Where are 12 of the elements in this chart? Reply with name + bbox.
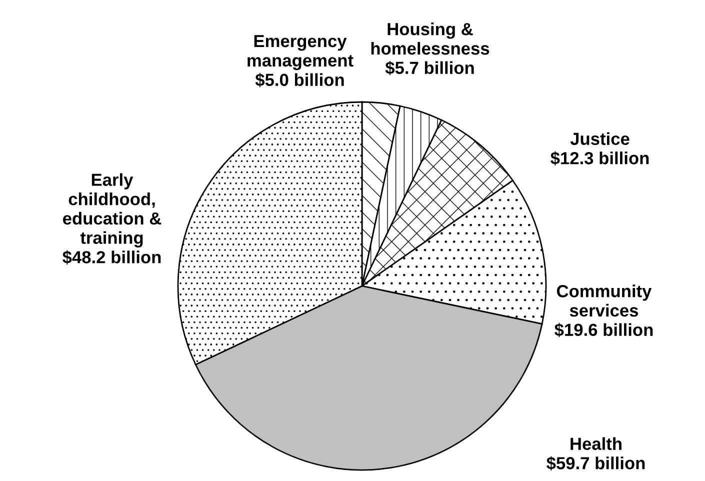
- data-label: $5.7 billion: [385, 60, 474, 76]
- data-label: $12.3 billion: [550, 151, 649, 166]
- slice-label: Emergency management: [248, 35, 354, 70]
- slice-label: Health: [570, 437, 622, 450]
- slice-label: Housing & homelessness: [371, 22, 490, 55]
- data-label: $59.7 billion: [546, 456, 645, 470]
- data-label: $48.2 billion: [62, 250, 161, 264]
- slice-label: Early childhood, education & training: [63, 173, 162, 248]
- slice-label: Community services: [556, 284, 652, 317]
- data-label: $5.0 billion: [255, 72, 344, 88]
- data-label: $19.6 billion: [554, 322, 653, 338]
- slice-label: Justice: [570, 132, 630, 145]
